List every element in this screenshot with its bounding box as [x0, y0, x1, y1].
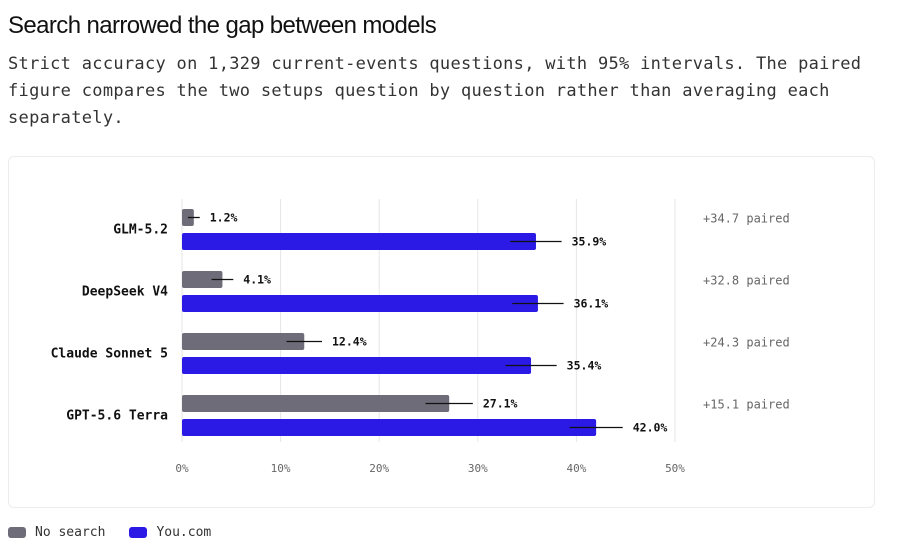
data-label: 27.1% [483, 397, 518, 411]
bar [182, 419, 597, 436]
x-tick-label: 30% [468, 462, 488, 475]
data-label: 36.1% [574, 297, 609, 311]
data-label: 42.0% [633, 421, 668, 435]
paired-diff-label: +15.1 paired [703, 398, 790, 412]
legend-swatch-no-search [8, 526, 26, 538]
paired-diff-label: +32.8 paired [703, 274, 790, 288]
data-label: 12.4% [332, 335, 367, 349]
bar [182, 357, 532, 374]
data-label: 35.4% [567, 359, 602, 373]
category-label: Claude Sonnet 5 [51, 347, 168, 362]
legend-swatch-you-com [129, 526, 148, 538]
bar [182, 395, 450, 412]
bar-chart: 0% 10% 20% 30% 40% 50% GLM-5.2 1.2% 35.9% +34.7 p… [51, 199, 790, 475]
data-label: 4.1% [243, 273, 271, 287]
x-tick-label: 20% [369, 462, 389, 475]
chart-card: 0% 10% 20% 30% 40% 50% GLM-5.2 1.2% 35.9% +34.7 p… [8, 156, 875, 508]
bar [182, 295, 538, 312]
bar [182, 233, 536, 250]
chart-subtitle: Strict accuracy on 1,329 current-events … [8, 54, 862, 128]
paired-diff-label: +34.7 paired [703, 212, 790, 226]
legend-item-you-com: You.com [129, 525, 211, 540]
bar [182, 271, 223, 288]
legend-item-no-search: No search [8, 525, 105, 540]
paired-diff-label: +24.3 paired [703, 336, 790, 350]
category-label: GPT-5.6 Terra [66, 409, 168, 424]
x-tick-label: 0% [175, 462, 189, 475]
legend-label-no-search: No search [35, 524, 106, 540]
category-label: DeepSeek V4 [82, 285, 168, 300]
x-tick-label: 50% [665, 462, 685, 475]
legend-label-you-com: You.com [156, 524, 212, 540]
x-tick-label: 10% [271, 462, 291, 475]
data-label: 35.9% [572, 235, 607, 249]
x-tick-label: 40% [566, 462, 586, 475]
chart-title: Search narrowed the gap between models [8, 12, 437, 39]
legend: No search You.com [8, 522, 235, 542]
data-label: 1.2% [210, 211, 238, 225]
category-label: GLM-5.2 [113, 223, 168, 238]
bar [182, 333, 305, 350]
